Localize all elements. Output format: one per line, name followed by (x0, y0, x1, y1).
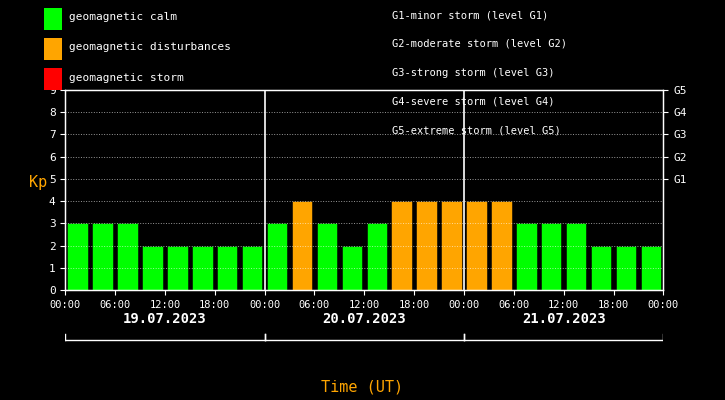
Text: Time (UT): Time (UT) (321, 379, 404, 394)
Text: 20.07.2023: 20.07.2023 (323, 312, 406, 326)
Bar (317, 223, 337, 290)
Y-axis label: Kp: Kp (28, 175, 47, 190)
Bar (291, 201, 312, 290)
Bar (442, 201, 462, 290)
Bar (541, 223, 561, 290)
Bar (167, 246, 188, 290)
Text: G3-strong storm (level G3): G3-strong storm (level G3) (392, 68, 554, 78)
Bar (591, 246, 611, 290)
Text: 21.07.2023: 21.07.2023 (522, 312, 605, 326)
Text: G1-minor storm (level G1): G1-minor storm (level G1) (392, 10, 548, 20)
Bar (641, 246, 661, 290)
Bar (192, 246, 212, 290)
Bar (341, 246, 362, 290)
Bar (516, 223, 536, 290)
Text: geomagnetic storm: geomagnetic storm (69, 72, 183, 82)
Bar (566, 223, 587, 290)
Bar (367, 223, 387, 290)
Text: G2-moderate storm (level G2): G2-moderate storm (level G2) (392, 39, 566, 49)
Bar (416, 201, 437, 290)
Bar (267, 223, 287, 290)
Bar (466, 201, 486, 290)
Bar (217, 246, 238, 290)
Bar (67, 223, 88, 290)
Bar (142, 246, 162, 290)
Text: geomagnetic disturbances: geomagnetic disturbances (69, 42, 231, 52)
Bar (491, 201, 512, 290)
Bar (117, 223, 138, 290)
Bar (392, 201, 412, 290)
Text: geomagnetic calm: geomagnetic calm (69, 12, 177, 22)
Bar (242, 246, 262, 290)
Bar (616, 246, 637, 290)
Text: G5-extreme storm (level G5): G5-extreme storm (level G5) (392, 125, 560, 135)
Text: 19.07.2023: 19.07.2023 (123, 312, 207, 326)
Bar (92, 223, 113, 290)
Text: G4-severe storm (level G4): G4-severe storm (level G4) (392, 96, 554, 106)
